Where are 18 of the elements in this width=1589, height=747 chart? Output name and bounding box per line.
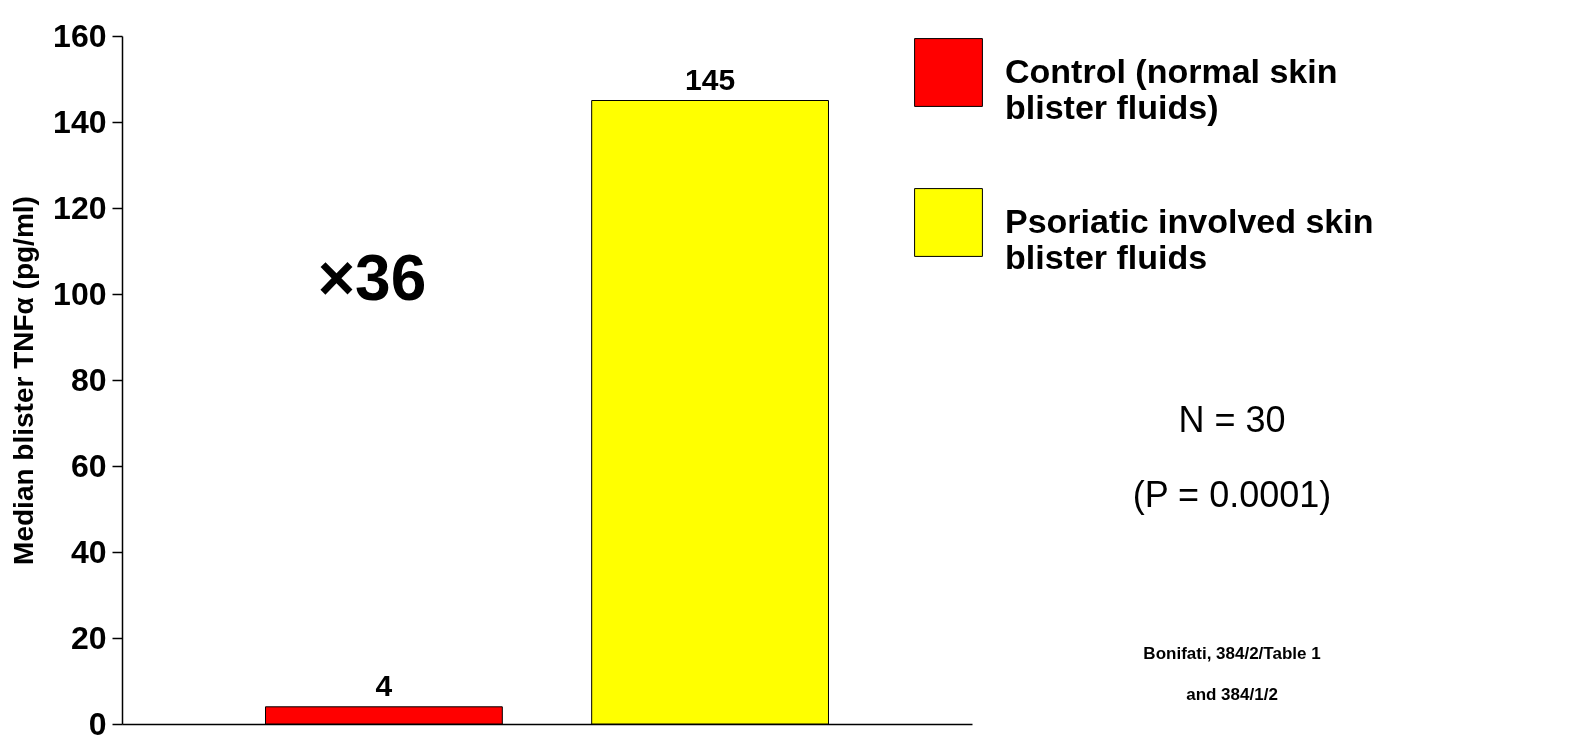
y-tick-label: 140 xyxy=(53,103,107,140)
legend-label: Control (normal skin blister fluids) xyxy=(1005,51,1338,126)
text: (P = 0.0001) xyxy=(1132,474,1332,515)
annotation: ×36 xyxy=(317,242,427,314)
y-tick-label: 160 xyxy=(53,17,107,54)
y-tick-label: 20 xyxy=(70,619,107,656)
text: N = 30 xyxy=(1178,399,1286,440)
y-tick-label: 100 xyxy=(53,275,107,312)
y-tick-label: 40 xyxy=(70,533,107,570)
y-axis-title: Median blister TNFα (pg/ml) xyxy=(8,196,40,565)
legend-label: Psoriatic involved skin blister fluids xyxy=(1005,201,1374,276)
data-label: 4 xyxy=(375,668,393,702)
y-tick-label: 120 xyxy=(53,189,107,226)
y-tick-label: 60 xyxy=(70,447,107,484)
text: Bonifati, 384/2/Table 1 and 384/1/2 xyxy=(1143,644,1321,704)
y-tick-label: 0 xyxy=(88,705,107,742)
y-tick-label: 80 xyxy=(70,361,107,398)
data-label: 145 xyxy=(685,62,736,96)
